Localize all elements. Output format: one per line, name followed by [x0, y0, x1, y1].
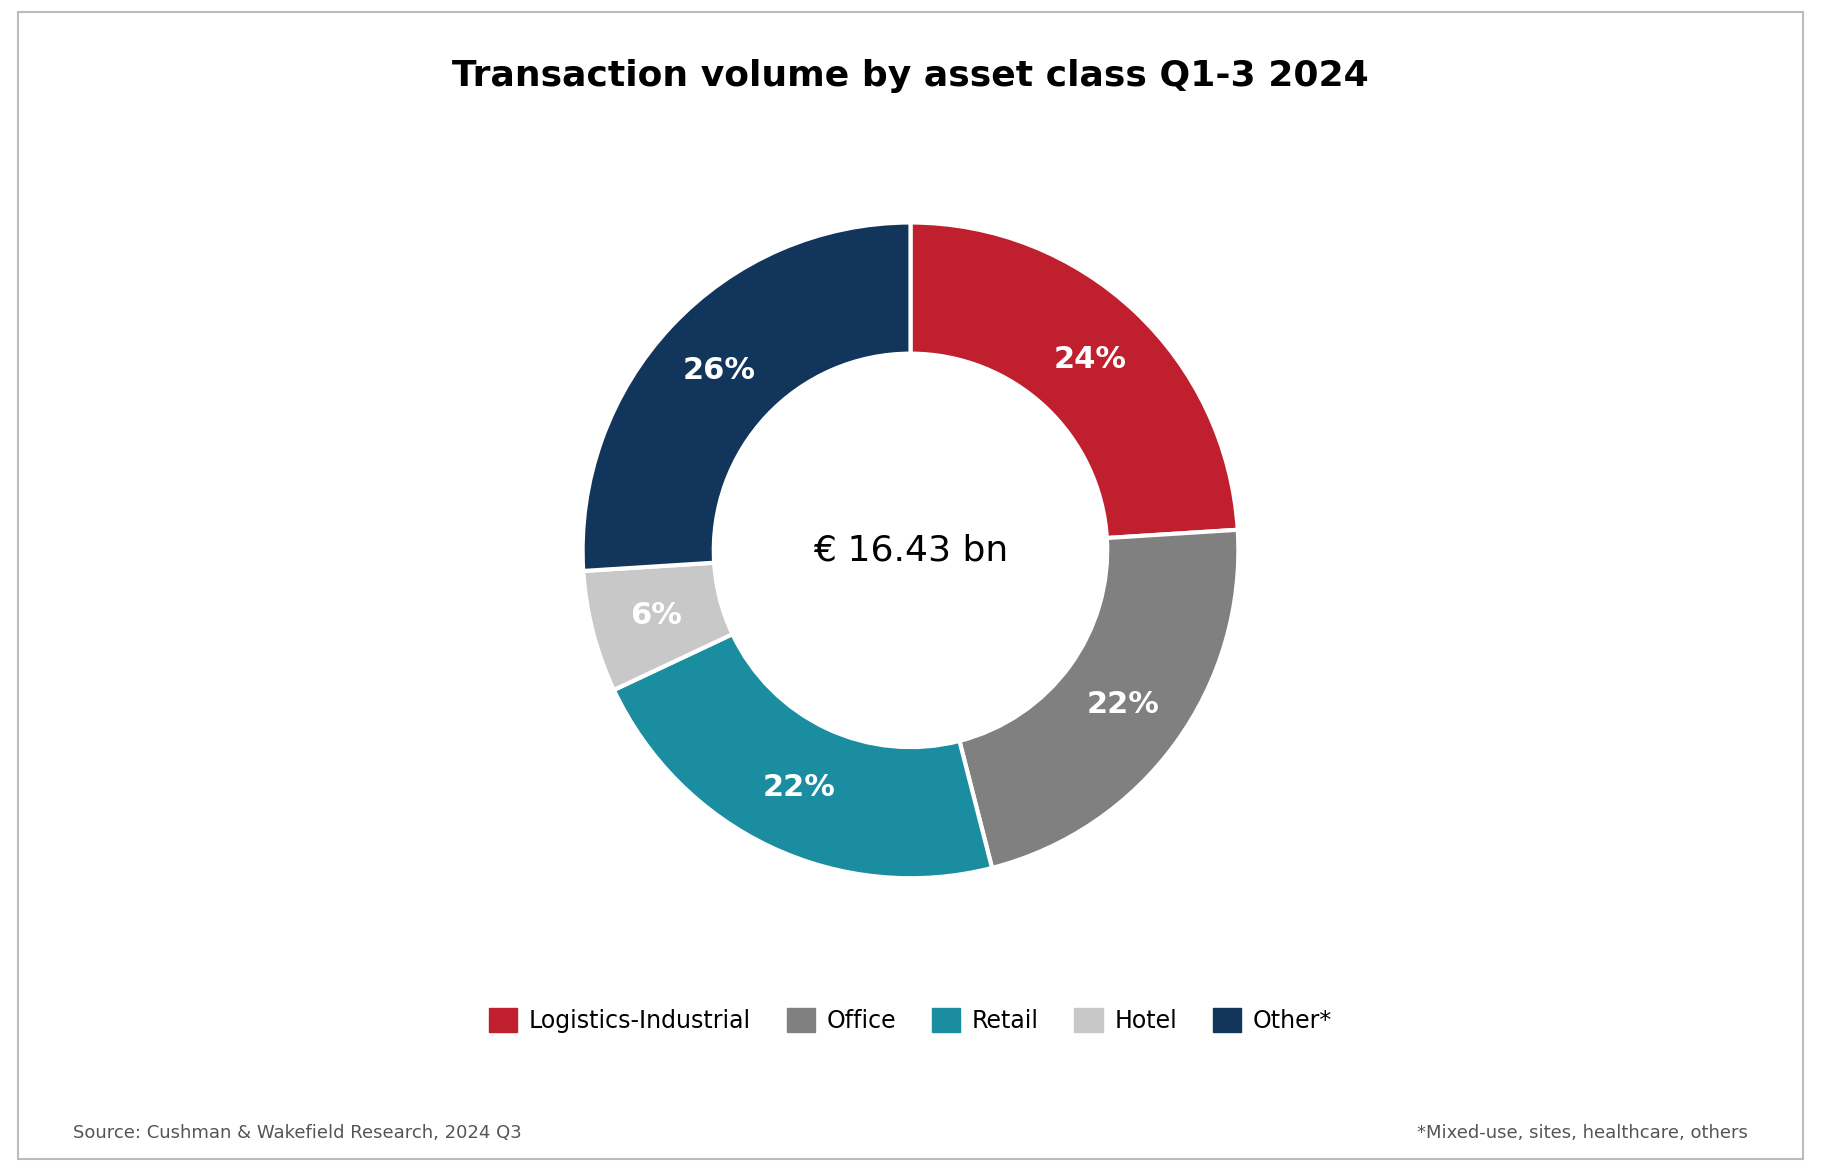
Text: 26%: 26% — [683, 356, 756, 385]
Legend: Logistics-Industrial, Office, Retail, Hotel, Other*: Logistics-Industrial, Office, Retail, Ho… — [479, 998, 1342, 1042]
Text: € 16.43 bn: € 16.43 bn — [812, 533, 1009, 568]
Wedge shape — [583, 222, 910, 571]
Text: Transaction volume by asset class Q1-3 2024: Transaction volume by asset class Q1-3 2… — [452, 59, 1369, 93]
Wedge shape — [583, 563, 732, 690]
Text: Source: Cushman & Wakefield Research, 2024 Q3: Source: Cushman & Wakefield Research, 20… — [73, 1124, 521, 1142]
Text: 22%: 22% — [1087, 690, 1160, 719]
Text: 24%: 24% — [1054, 344, 1127, 374]
Text: *Mixed-use, sites, healthcare, others: *Mixed-use, sites, healthcare, others — [1417, 1124, 1748, 1142]
Text: 6%: 6% — [630, 601, 683, 630]
Wedge shape — [910, 222, 1238, 537]
Wedge shape — [614, 635, 992, 878]
Wedge shape — [960, 529, 1238, 868]
Text: 22%: 22% — [763, 773, 836, 802]
